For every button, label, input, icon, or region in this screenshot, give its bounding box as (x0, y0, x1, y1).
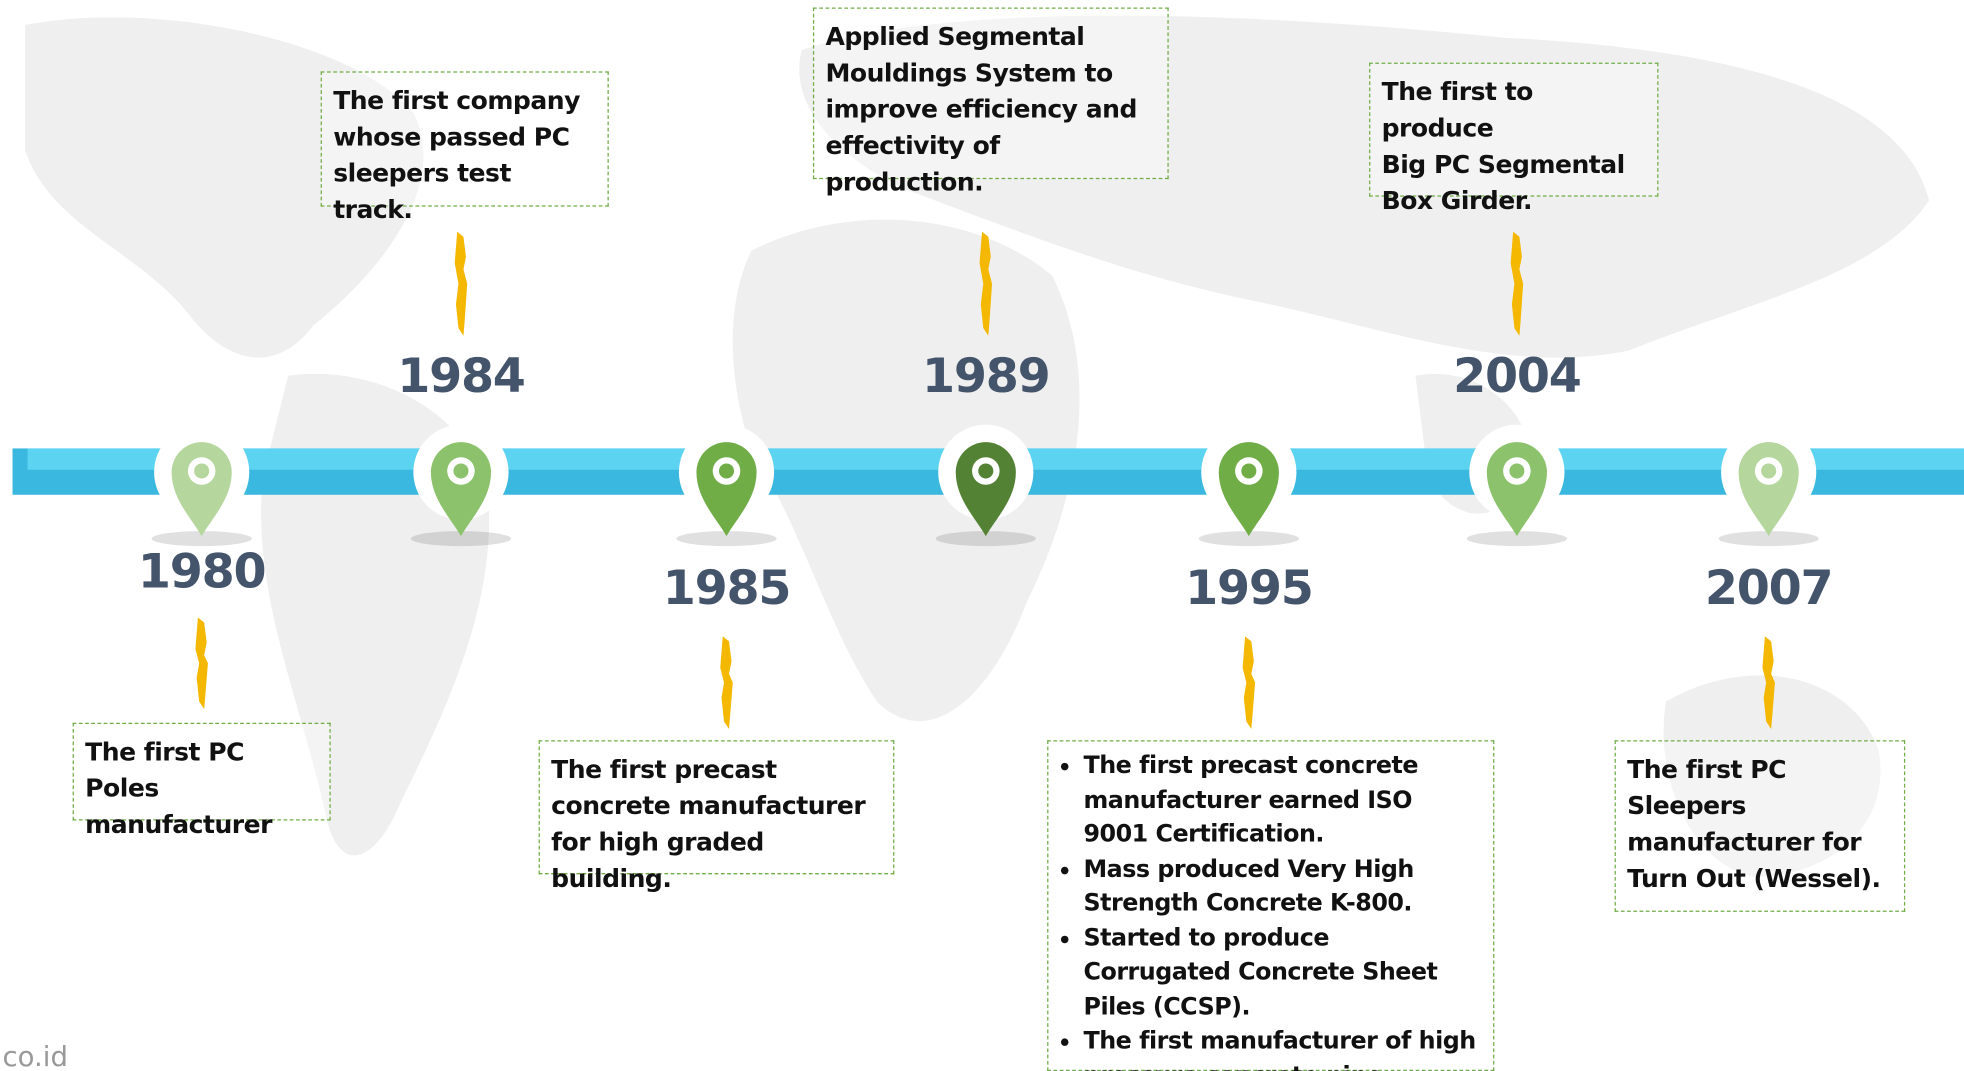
bullet-item: Mass produced Very High Strength Concret… (1083, 852, 1483, 921)
pin-shadow (1466, 531, 1568, 547)
bullet-item: The first precast concrete manufacturer … (1083, 749, 1483, 852)
year-label: 2007 (1704, 559, 1834, 616)
event-box: The first precast concrete manufacturer … (1047, 740, 1495, 1071)
year-label: 1984 (397, 348, 526, 404)
pin-shadow (935, 531, 1036, 547)
pin (430, 442, 492, 537)
event-text-line: manufacturer (85, 809, 273, 840)
connector (1510, 231, 1524, 336)
year-label: 1995 (1185, 559, 1314, 616)
pins (151, 231, 1819, 730)
pin-dot (718, 463, 735, 479)
event-box: The first to produce Big PC Segmental Box … (1369, 62, 1659, 215)
year-label: 1980 (137, 543, 267, 599)
event-text-line: Box Girder. (1381, 185, 1533, 216)
event-text-line: Turn Out (Wessel). (1627, 863, 1881, 894)
event-text-line: The first precast (551, 754, 777, 785)
event-text-line: improve efficiency and (825, 93, 1137, 125)
event-text-line: manufacturer for (1627, 826, 1862, 857)
pin-shadow (151, 531, 252, 547)
connector (1242, 636, 1256, 730)
pin-dot (194, 463, 210, 479)
pin-dot (1509, 463, 1525, 479)
year-label: 2004 (1453, 348, 1582, 404)
pin-shadow (410, 531, 512, 547)
event-text-line: sleepers test track. (333, 157, 511, 225)
event-box: The first PC Poles manufacturer (72, 722, 331, 839)
pin-shadow (676, 531, 777, 547)
event-text-line: whose passed PC (333, 121, 570, 152)
event-text-line: Applied Segmental (825, 21, 1085, 52)
pin-shadow (1718, 531, 1819, 547)
year-label: 1989 (922, 348, 1051, 404)
event-text-line: effectivity of production. (825, 130, 1000, 197)
connector (454, 231, 468, 336)
pin (171, 442, 232, 537)
pin (1738, 442, 1799, 537)
pin-shadow (1198, 531, 1299, 547)
pin (1486, 442, 1547, 537)
pin-dot (1241, 463, 1257, 479)
event-box: The first PC Sleepers manufacturer for Turn… (1614, 740, 1906, 912)
event-box: Applied Segmental Mouldings System to impr… (812, 7, 1169, 197)
pin (696, 442, 757, 537)
event-text-line: The first company (333, 85, 580, 116)
pin-dot (978, 463, 994, 479)
event-box: The first company whose passed PC sleepers… (320, 71, 609, 224)
connector (1762, 636, 1775, 730)
pin (955, 442, 1016, 537)
bullet-list: The first precast concrete manufacturer … (1058, 749, 1483, 1071)
event-text-line: Sleepers (1627, 790, 1746, 821)
event-text-line: concrete manufacturer (551, 790, 866, 821)
event-text-line: Big PC Segmental (1381, 149, 1626, 180)
event-text-line: The first PC (1627, 754, 1786, 785)
event-text-line: The first PC Poles (85, 736, 245, 803)
year-label: 1985 (662, 559, 792, 616)
event-text-line: for high graded building. (551, 826, 764, 894)
pin-dot (453, 463, 469, 479)
watermark: co.id (2, 1042, 68, 1071)
connector (195, 617, 208, 709)
bullet-item: Started to produce Corrugated Concrete S… (1083, 921, 1483, 1024)
event-text-line: The first to produce (1381, 76, 1534, 143)
connector (720, 636, 733, 730)
event-text-line: Mouldings System to (825, 57, 1113, 88)
event-box: The first precast concrete manufacturer fo… (538, 740, 895, 893)
bullet-item: The first manufacturer of high pressure … (1083, 1025, 1483, 1071)
connector (979, 231, 993, 336)
pin-dot (1761, 463, 1777, 479)
pin (1218, 442, 1279, 537)
